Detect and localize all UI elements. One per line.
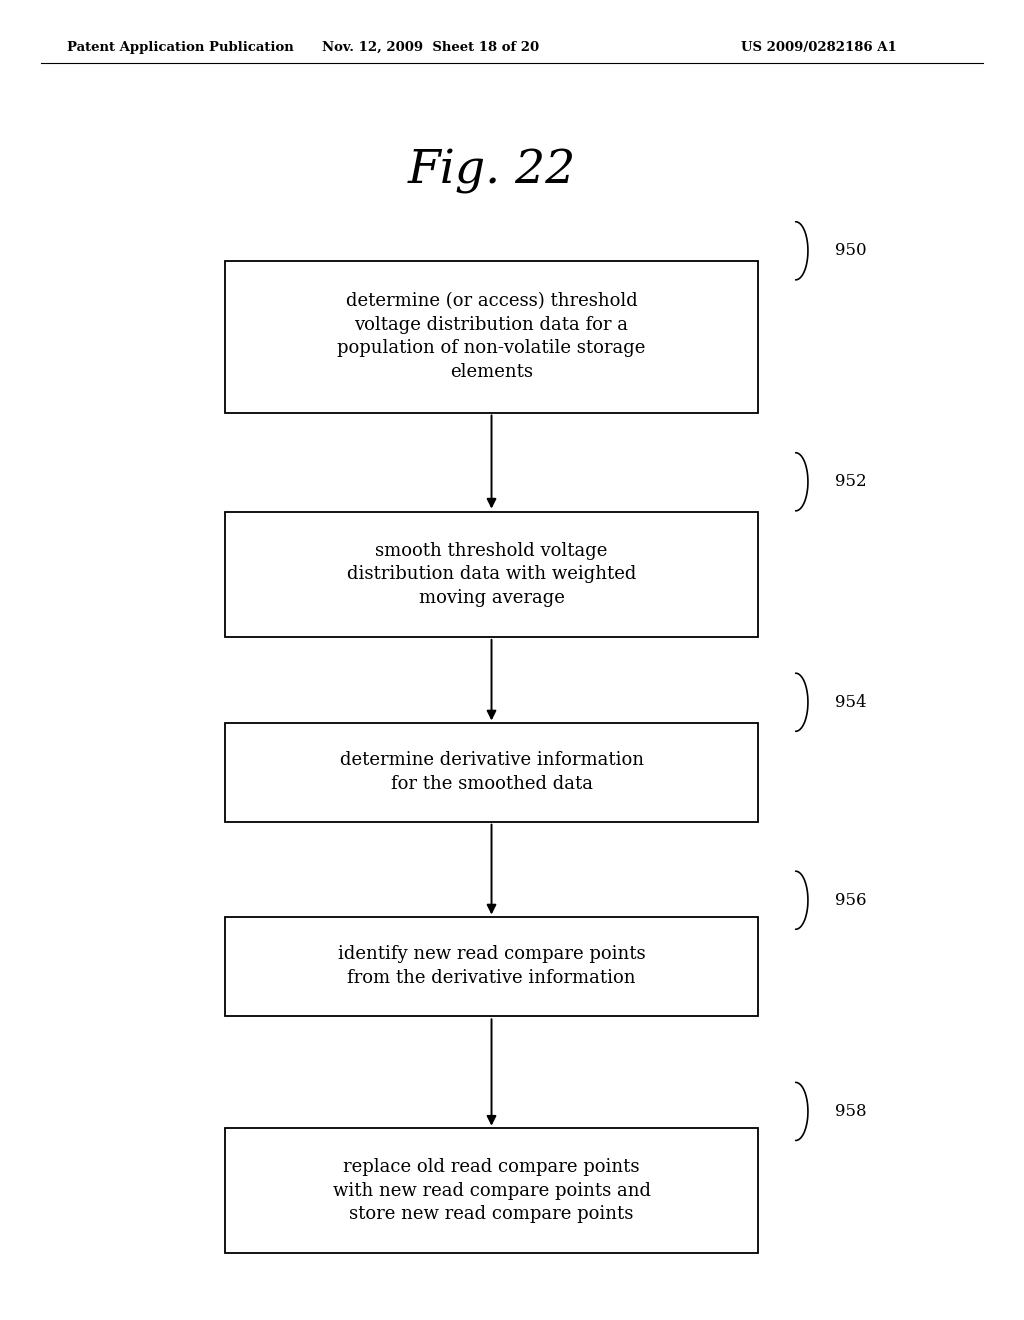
Bar bbox=[225, 722, 758, 821]
Text: determine derivative information
for the smoothed data: determine derivative information for the… bbox=[340, 751, 643, 793]
Text: 950: 950 bbox=[835, 243, 866, 259]
Text: replace old read compare points
with new read compare points and
store new read : replace old read compare points with new… bbox=[333, 1158, 650, 1224]
Text: 958: 958 bbox=[835, 1104, 866, 1119]
Text: Patent Application Publication: Patent Application Publication bbox=[67, 41, 293, 54]
Text: 956: 956 bbox=[835, 892, 866, 908]
Text: identify new read compare points
from the derivative information: identify new read compare points from th… bbox=[338, 945, 645, 987]
Text: 952: 952 bbox=[835, 474, 866, 490]
Bar bbox=[225, 1127, 758, 1254]
Text: determine (or access) threshold
voltage distribution data for a
population of no: determine (or access) threshold voltage … bbox=[337, 292, 646, 381]
Text: 954: 954 bbox=[835, 694, 866, 710]
Text: Nov. 12, 2009  Sheet 18 of 20: Nov. 12, 2009 Sheet 18 of 20 bbox=[322, 41, 539, 54]
Text: US 2009/0282186 A1: US 2009/0282186 A1 bbox=[741, 41, 897, 54]
Text: Fig. 22: Fig. 22 bbox=[408, 149, 575, 194]
Text: smooth threshold voltage
distribution data with weighted
moving average: smooth threshold voltage distribution da… bbox=[347, 541, 636, 607]
Bar bbox=[225, 261, 758, 412]
Bar bbox=[225, 512, 758, 638]
Bar bbox=[225, 916, 758, 1016]
